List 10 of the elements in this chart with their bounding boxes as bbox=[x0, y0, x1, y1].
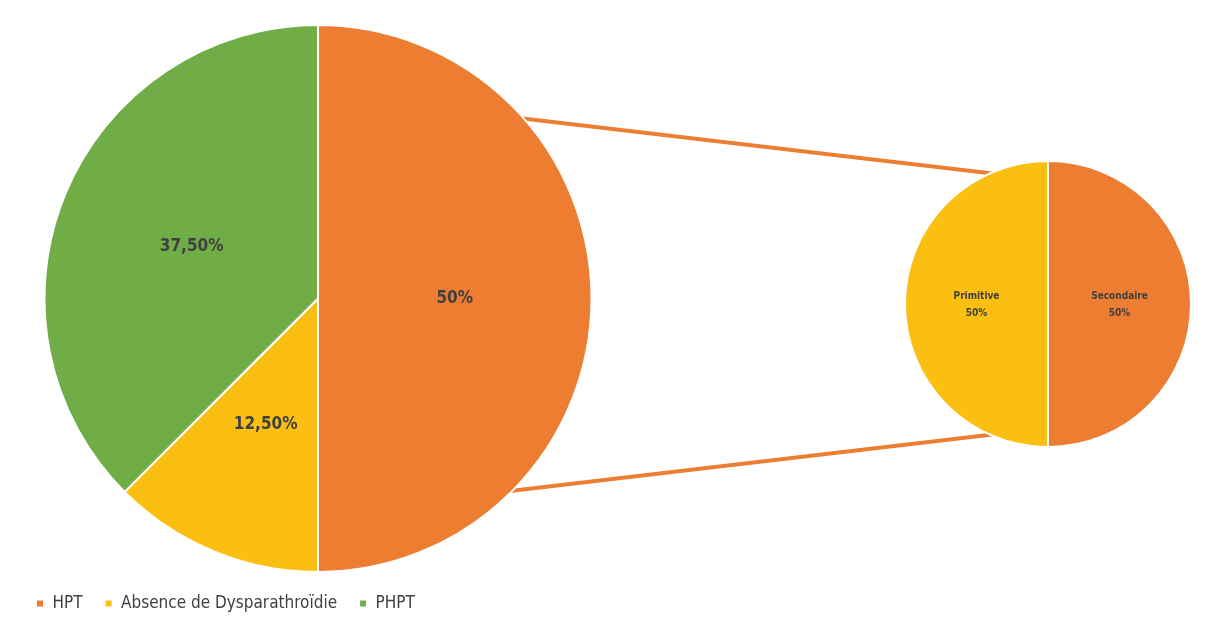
slice-label: Primitive bbox=[953, 289, 1000, 301]
data-label: 12,50% bbox=[233, 413, 298, 434]
data-label: 50% bbox=[965, 306, 988, 318]
slice-label: Secondaire bbox=[1091, 289, 1148, 301]
legend-label: Absence de Dysparathroïdie bbox=[121, 591, 338, 612]
data-label: 37,50% bbox=[159, 234, 224, 255]
legend-label: PHPT bbox=[375, 591, 416, 612]
data-label: 50% bbox=[436, 286, 474, 307]
data-label: 50% bbox=[1108, 306, 1131, 318]
legend-label: HPT bbox=[52, 591, 84, 612]
